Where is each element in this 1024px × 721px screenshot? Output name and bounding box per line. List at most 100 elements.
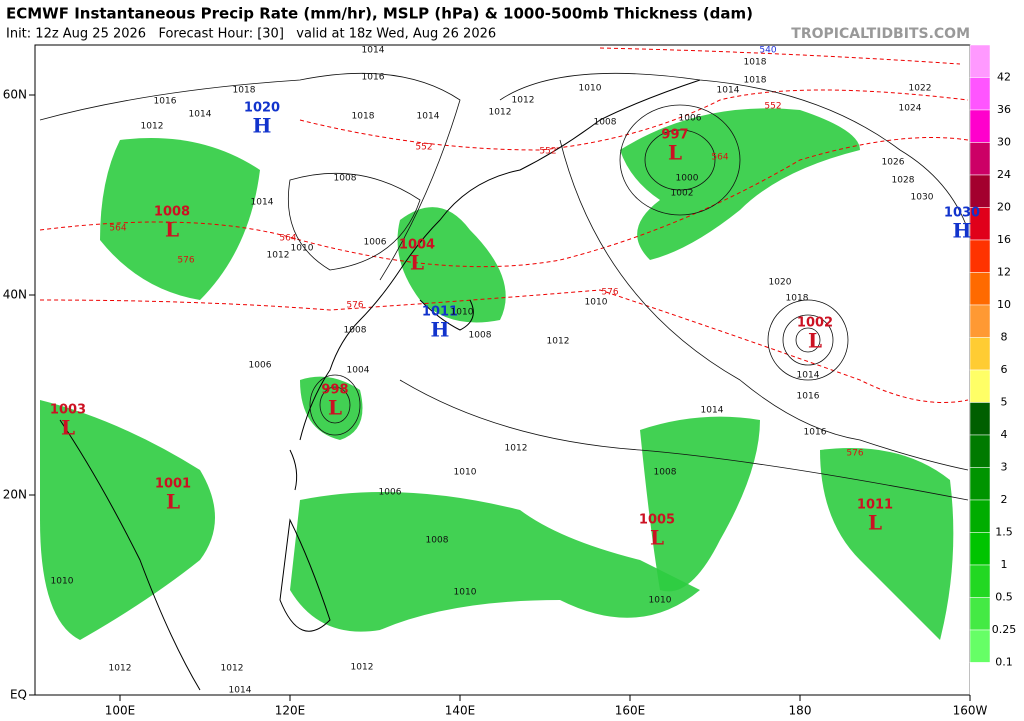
thickness-label: 576 bbox=[846, 449, 863, 459]
colorbar-label: 16 bbox=[997, 233, 1011, 246]
colorbar-label: 10 bbox=[997, 298, 1011, 311]
thickness-label: 576 bbox=[177, 256, 194, 266]
isobar-label: 1016 bbox=[362, 73, 385, 83]
colorbar-label: 24 bbox=[997, 168, 1011, 181]
colorbar-label: 36 bbox=[997, 103, 1011, 116]
coastlines bbox=[59, 79, 701, 691]
colorbar-swatch bbox=[969, 369, 991, 403]
isobar-label: 1010 bbox=[454, 468, 477, 478]
isobar-label: 1004 bbox=[347, 366, 370, 376]
isobar-label: 1008 bbox=[426, 536, 449, 546]
center-value: 1011 bbox=[857, 498, 893, 513]
isobar-label: 1012 bbox=[267, 251, 290, 261]
colorbar-label: 0.1 bbox=[995, 656, 1013, 669]
isobar-label: 1022 bbox=[909, 84, 932, 94]
thickness-label: 576 bbox=[601, 288, 618, 298]
isobar-label: 1010 bbox=[451, 308, 474, 318]
isobar-label: 1016 bbox=[804, 428, 827, 438]
center-value: 1020 bbox=[244, 101, 280, 116]
thickness-label: 552 bbox=[764, 102, 781, 112]
center-letter: L bbox=[410, 251, 424, 275]
colorbar-swatch bbox=[969, 662, 991, 696]
isobar-label: 1012 bbox=[351, 663, 374, 673]
isobar-label: 1018 bbox=[744, 76, 767, 86]
thickness-label: 540 bbox=[759, 46, 776, 56]
isobar-label: 1018 bbox=[786, 294, 809, 304]
isobar-label: 1014 bbox=[797, 371, 820, 381]
colorbar-swatch bbox=[969, 77, 991, 111]
lat-label: EQ bbox=[10, 688, 27, 702]
thickness-label: 564 bbox=[711, 153, 728, 163]
colorbar-label: 3 bbox=[1001, 461, 1008, 474]
colorbar-swatch bbox=[969, 467, 991, 501]
colorbar-swatch bbox=[969, 402, 991, 436]
colorbar-label: 0.25 bbox=[992, 623, 1017, 636]
lat-label: 60N bbox=[3, 88, 27, 102]
center-letter: H bbox=[253, 114, 272, 138]
center-letter: L bbox=[868, 511, 882, 535]
lon-label: 160E bbox=[615, 704, 646, 718]
isobar-label: 1012 bbox=[547, 337, 570, 347]
center-value: 1003 bbox=[50, 403, 86, 418]
lon-label: 180 bbox=[789, 704, 812, 718]
colorbar-swatch bbox=[969, 532, 991, 566]
isobar-label: 1018 bbox=[352, 112, 375, 122]
isobar-label: 1012 bbox=[512, 96, 535, 106]
isobar-label: 1012 bbox=[221, 664, 244, 674]
center-letter: L bbox=[650, 526, 664, 550]
isobar-label: 1010 bbox=[51, 577, 74, 587]
isobar-label: 1016 bbox=[154, 97, 177, 107]
center-value: 1005 bbox=[639, 513, 675, 528]
isobar-label: 1010 bbox=[585, 298, 608, 308]
colorbar-label: 5 bbox=[1001, 396, 1008, 409]
isobar-label: 1024 bbox=[899, 104, 922, 114]
isobar-label: 1014 bbox=[362, 46, 385, 56]
center-letter: L bbox=[668, 141, 682, 165]
isobar-label: 1000 bbox=[676, 174, 699, 184]
colorbar-label: 4 bbox=[1001, 428, 1008, 441]
colorbar-label: 6 bbox=[1001, 363, 1008, 376]
colorbar-swatch bbox=[969, 629, 991, 663]
colorbar-label: 8 bbox=[1001, 331, 1008, 344]
colorbar-label: 0.5 bbox=[995, 591, 1013, 604]
isobar-label: 1010 bbox=[454, 588, 477, 598]
isobar-label: 1012 bbox=[141, 122, 164, 132]
isobar-label: 1018 bbox=[744, 58, 767, 68]
precip-area bbox=[820, 448, 954, 640]
center-letter: L bbox=[328, 396, 342, 420]
precip-area bbox=[40, 400, 215, 640]
isobar-label: 1016 bbox=[797, 392, 820, 402]
isobar-label: 1020 bbox=[769, 278, 792, 288]
isobar-label: 1008 bbox=[469, 331, 492, 341]
center-letter: H bbox=[431, 318, 450, 342]
watermark: TROPICALTIDBITS.COM bbox=[791, 26, 970, 42]
thickness-label: 564 bbox=[279, 234, 296, 244]
isobars bbox=[39, 72, 969, 501]
isobar-label: 1012 bbox=[109, 664, 132, 674]
isobar-label: 1018 bbox=[233, 86, 256, 96]
isobar-label: 1026 bbox=[882, 158, 905, 168]
thickness-label: 564 bbox=[109, 224, 126, 234]
thickness-label: 576 bbox=[346, 301, 363, 311]
colorbar-label: 1.5 bbox=[995, 526, 1013, 539]
colorbar-swatch bbox=[969, 44, 991, 78]
precip bbox=[40, 108, 954, 640]
colorbar-swatch bbox=[969, 564, 991, 598]
thickness-lines bbox=[39, 47, 969, 403]
isobar-label: 1010 bbox=[649, 596, 672, 606]
colorbar-swatch bbox=[969, 272, 991, 306]
lon-label: 140E bbox=[445, 704, 476, 718]
colorbar-label: 1 bbox=[1001, 558, 1008, 571]
colorbar-label: 42 bbox=[997, 71, 1011, 84]
lon-label: 120E bbox=[275, 704, 306, 718]
colorbar-label: 2 bbox=[1001, 493, 1008, 506]
colorbar-label: 20 bbox=[997, 201, 1011, 214]
isobar-label: 1010 bbox=[579, 84, 602, 94]
colorbar-swatch bbox=[969, 499, 991, 533]
precip-area bbox=[290, 492, 700, 632]
center-value: 1008 bbox=[154, 205, 190, 220]
precip-area bbox=[397, 207, 506, 323]
isobar-label: 1008 bbox=[594, 118, 617, 128]
center-value: 1030 bbox=[944, 206, 980, 221]
